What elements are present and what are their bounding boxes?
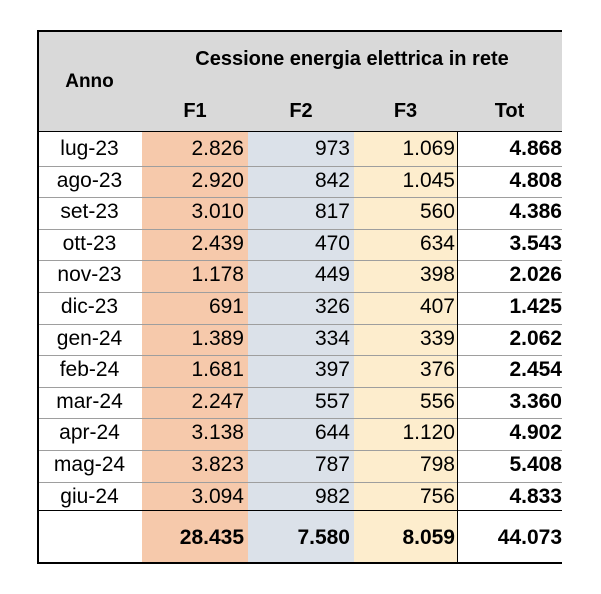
col-header-f2: F2 <box>289 100 313 122</box>
cell-f3: 556 <box>419 389 455 413</box>
row-separator <box>37 355 562 356</box>
cell-tot: 4.902 <box>509 421 562 445</box>
header-band <box>37 30 562 132</box>
col-header-tot: Tot <box>494 100 525 122</box>
cell-f1: 3.138 <box>191 421 244 445</box>
cell-f2: 470 <box>314 231 350 255</box>
border-left <box>37 30 39 564</box>
totals-divider <box>37 510 562 511</box>
cell-tot: 2.454 <box>509 358 562 382</box>
anno-header: Anno <box>65 71 114 92</box>
cell-f3: 376 <box>419 358 455 382</box>
col-header-f1: F1 <box>183 100 207 122</box>
cell-f1: 3.823 <box>191 453 244 476</box>
cell-f1: 1.681 <box>191 358 244 382</box>
cell-f1: 3.094 <box>191 484 244 508</box>
total-f2: 7.580 <box>297 526 350 549</box>
cell-anno: dic-23 <box>60 295 119 318</box>
cell-anno: set-23 <box>60 200 119 224</box>
row-separator <box>37 229 562 230</box>
cell-anno: gen-24 <box>56 326 123 350</box>
f3-column-shading <box>354 132 457 564</box>
cell-anno: mag-24 <box>53 453 126 476</box>
cell-tot: 2.026 <box>509 263 562 287</box>
cell-f2: 334 <box>314 326 350 350</box>
table-title: Cessione energia elettrica in rete <box>195 48 509 70</box>
cell-f3: 756 <box>419 484 455 508</box>
cell-f1: 2.247 <box>191 389 244 413</box>
row-separator <box>37 260 562 261</box>
cell-f3: 1.069 <box>402 137 455 160</box>
row-separator <box>37 482 562 483</box>
cell-f2: 817 <box>314 200 350 224</box>
cell-f1: 2.439 <box>191 231 244 255</box>
cell-f2: 973 <box>314 137 350 160</box>
row-separator <box>37 387 562 388</box>
cell-f2: 557 <box>314 389 350 413</box>
cell-anno: feb-24 <box>59 358 120 382</box>
cell-f2: 787 <box>314 453 350 476</box>
cell-tot: 3.360 <box>509 389 562 413</box>
cell-f3: 634 <box>419 231 455 255</box>
header-divider <box>37 131 562 132</box>
cell-anno: ago-23 <box>56 168 123 192</box>
total-f1: 28.435 <box>179 526 244 549</box>
border-top <box>37 30 562 32</box>
row-separator <box>37 324 562 325</box>
cell-f1: 2.920 <box>191 168 244 192</box>
cell-f3: 1.120 <box>402 421 455 445</box>
cell-tot: 4.808 <box>509 168 562 192</box>
cell-f3: 798 <box>419 453 455 476</box>
cell-tot: 1.425 <box>509 295 562 318</box>
row-separator <box>37 197 562 198</box>
cell-tot: 3.543 <box>509 231 562 255</box>
cell-f2: 982 <box>314 484 350 508</box>
total-tot: 44.073 <box>497 526 562 549</box>
cell-anno: ott-23 <box>62 231 117 255</box>
col-header-f3: F3 <box>393 100 418 122</box>
cell-tot: 5.408 <box>509 453 562 476</box>
cell-f2: 842 <box>314 168 350 192</box>
cell-anno: apr-24 <box>59 421 120 445</box>
cell-tot: 2.062 <box>509 326 562 350</box>
energy-table: Anno Cessione energia elettrica in rete … <box>37 30 562 564</box>
cell-f3: 560 <box>419 200 455 224</box>
cell-f3: 339 <box>419 326 455 350</box>
total-f3: 8.059 <box>402 526 455 549</box>
cell-f2: 449 <box>314 263 350 287</box>
row-separator <box>37 450 562 451</box>
cell-tot: 4.868 <box>509 137 562 160</box>
cell-anno: nov-23 <box>57 263 122 287</box>
cell-f3: 1.045 <box>402 168 455 192</box>
cell-f1: 3.010 <box>191 200 244 224</box>
cell-f1: 1.389 <box>191 326 244 350</box>
cell-f3: 398 <box>419 263 455 287</box>
border-bottom <box>37 562 562 564</box>
cell-anno: giu-24 <box>60 484 119 508</box>
f2-column-shading <box>248 132 354 564</box>
cell-anno: mar-24 <box>56 389 123 413</box>
cell-tot: 4.386 <box>509 200 562 224</box>
cell-f1: 1.178 <box>191 263 244 287</box>
tot-column-divider <box>457 132 458 564</box>
cell-f3: 407 <box>419 295 455 318</box>
cell-anno: lug-23 <box>60 137 119 160</box>
row-separator <box>37 418 562 419</box>
cell-tot: 4.833 <box>509 484 562 508</box>
cell-f2: 644 <box>314 421 350 445</box>
row-separator <box>37 292 562 293</box>
cell-f2: 397 <box>314 358 350 382</box>
cell-f1: 2.826 <box>191 137 244 160</box>
cell-f2: 326 <box>314 295 350 318</box>
cell-f1: 691 <box>208 295 244 318</box>
row-separator <box>37 166 562 167</box>
f1-column-shading <box>142 132 248 564</box>
